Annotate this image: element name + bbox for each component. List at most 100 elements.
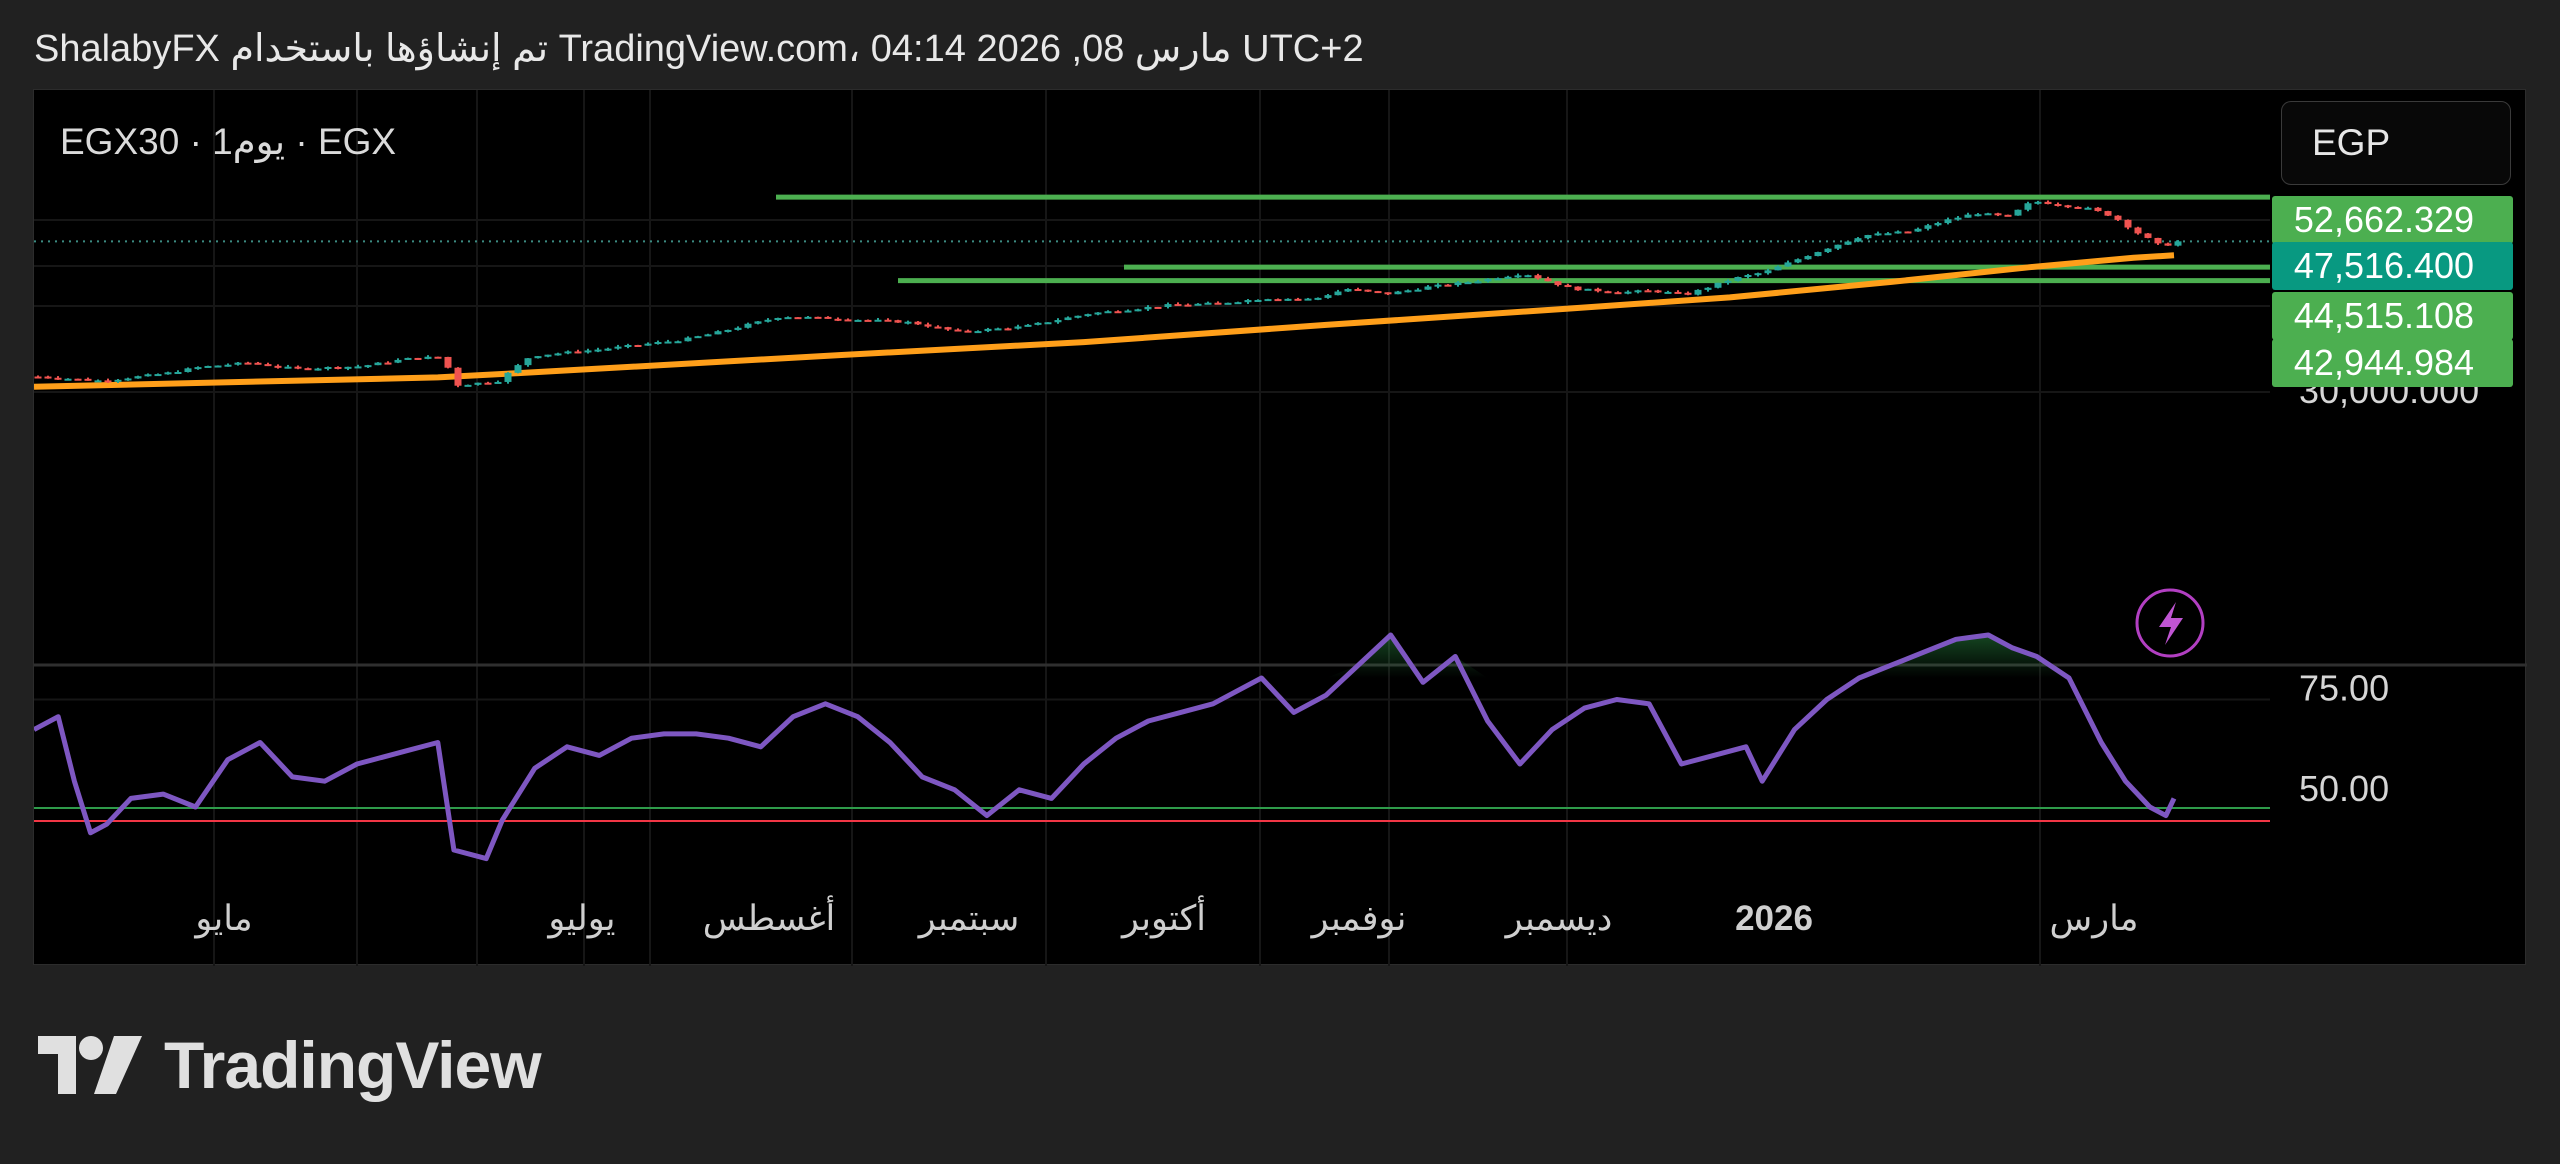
candle-body: [364, 365, 372, 368]
candle-body: [234, 362, 242, 365]
candle-body: [1434, 284, 1442, 287]
candle-body: [1014, 326, 1022, 329]
rsi-layer: [34, 632, 2270, 862]
candle-body: [294, 366, 302, 369]
candle-body: [814, 316, 822, 319]
candle-body: [304, 368, 312, 371]
candle-body: [1104, 311, 1112, 314]
candle-body: [1174, 304, 1182, 307]
candle-body: [2024, 203, 2032, 210]
candle-body: [474, 382, 482, 385]
x-tick-label: نوفمبر: [1310, 899, 1407, 939]
candle-body: [1164, 304, 1172, 308]
candle-body: [584, 350, 592, 353]
lightning-icon[interactable]: [2135, 588, 2205, 658]
candle-body: [954, 329, 962, 332]
candle-body: [1854, 238, 1862, 242]
candle-body: [254, 362, 262, 365]
candle-body: [54, 377, 62, 380]
candle-body: [1894, 231, 1902, 234]
candle-body: [184, 368, 192, 373]
price-tag-label: 52,662.329: [2294, 199, 2474, 240]
x-tick-label: مارس: [2049, 899, 2138, 939]
candle-body: [64, 378, 72, 381]
tradingview-logo: TradingView: [38, 1028, 542, 1102]
candle-body: [1154, 306, 1162, 309]
candle-body: [1554, 281, 1562, 286]
candle-body: [884, 319, 892, 322]
candle-body: [1704, 287, 1712, 290]
candle-body: [1354, 289, 1362, 292]
candle-body: [274, 365, 282, 368]
candle-body: [1324, 295, 1332, 298]
candle-body: [2154, 237, 2162, 244]
candle-body: [204, 365, 212, 368]
candle-body: [974, 331, 982, 334]
candle-body: [1034, 322, 1042, 325]
candle-body: [1144, 306, 1152, 310]
symbol-label[interactable]: EGX30 · 1يوم · EGX: [60, 121, 397, 162]
candle-body: [1064, 317, 1072, 321]
candle-body: [1184, 304, 1192, 307]
candle-body: [664, 341, 672, 344]
candle-body: [1584, 288, 1592, 291]
candle-body: [2054, 204, 2062, 207]
candle-body: [1644, 290, 1652, 293]
candle-body: [794, 317, 802, 320]
candle-body: [854, 319, 862, 322]
candle-body: [494, 381, 502, 384]
candle-body: [684, 337, 692, 342]
candle-body: [2004, 214, 2012, 217]
candle-body: [2114, 215, 2122, 220]
candle-body: [1594, 288, 1602, 292]
candle-body: [354, 366, 362, 369]
candle-body: [144, 374, 152, 377]
candle-body: [394, 359, 402, 363]
candle-body: [944, 327, 952, 330]
candle-body: [694, 336, 702, 339]
candle-body: [1054, 320, 1062, 323]
candle-body: [1974, 214, 1982, 217]
currency-button[interactable]: EGP: [2281, 101, 2511, 185]
candle-body: [894, 320, 902, 323]
candle-body: [524, 358, 532, 366]
rsi-line: [34, 632, 2177, 862]
price-tag-label: 47,516.400: [2294, 245, 2474, 286]
candle-body: [864, 319, 872, 322]
candle-body: [1734, 277, 1742, 281]
price-tag-label: 42,944.984: [2294, 342, 2474, 383]
candle-body: [1084, 314, 1092, 317]
price-tag: [2272, 292, 2513, 340]
chart-caption: ShalabyFX تم إنشاؤها باستخدام TradingVie…: [34, 28, 1364, 70]
candle-body: [2104, 211, 2112, 216]
chart-area[interactable]: مايو يوليو أغسطس سبتمبر أكتوبر نوفمبر ديسمبر 20…: [33, 89, 2527, 966]
candle-body: [1334, 291, 1342, 296]
candle-body: [1044, 322, 1052, 325]
candle-body: [1614, 292, 1622, 295]
candle-body: [1634, 290, 1642, 293]
candle-body: [704, 334, 712, 337]
candle-body: [434, 356, 442, 359]
candle-body: [2164, 243, 2172, 246]
candle-body: [604, 348, 612, 351]
candle-body: [2034, 201, 2042, 204]
x-tick-label: مايو: [193, 899, 252, 939]
candle-body: [1664, 291, 1672, 294]
candle-body: [1814, 252, 1822, 257]
chart-svg[interactable]: مايو يوليو أغسطس سبتمبر أكتوبر نوفمبر ديسمبر 20…: [34, 90, 2527, 966]
candle-body: [114, 379, 122, 382]
candle-body: [634, 345, 642, 348]
candle-body: [34, 376, 42, 379]
candle-body: [554, 353, 562, 356]
candle-body: [174, 372, 182, 375]
candle-body: [1874, 233, 1882, 236]
candle-body: [774, 317, 782, 320]
candle-body: [754, 321, 762, 324]
candle-body: [964, 330, 972, 333]
candle-body: [1864, 235, 1872, 239]
candle-body: [1394, 291, 1402, 295]
candle-body: [1314, 297, 1322, 300]
candle-body: [1624, 291, 1632, 294]
candle-body: [574, 351, 582, 354]
candle-body: [1794, 259, 1802, 263]
